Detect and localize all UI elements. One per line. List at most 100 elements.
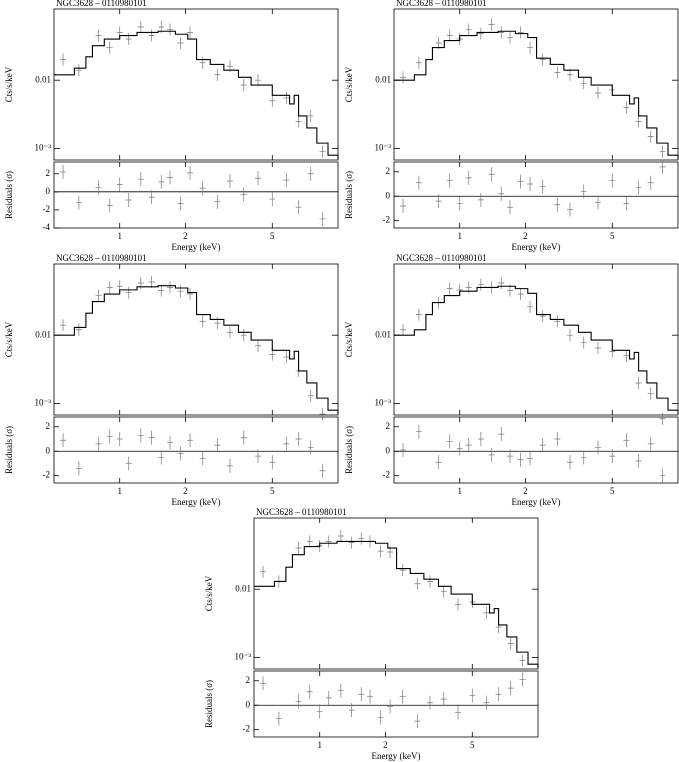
data-point [167, 281, 174, 294]
residual-point [488, 167, 495, 182]
data-point [325, 535, 332, 548]
data-point [260, 565, 267, 578]
residual-point [566, 455, 573, 470]
residual-point [348, 703, 355, 718]
residual-point [148, 430, 155, 445]
data-point [319, 145, 326, 158]
y-tick-label: 0.01 [235, 583, 251, 593]
data-point [400, 323, 407, 336]
data-point [446, 282, 453, 295]
residual-y-tick-label: 2 [46, 421, 51, 431]
y-tick-label: 0.01 [375, 329, 391, 339]
data-point [477, 27, 484, 40]
residual-frame [393, 161, 679, 229]
residual-point [554, 432, 561, 446]
data-point [254, 339, 261, 352]
data-point [283, 91, 290, 104]
residual-y-tick-label: 0 [246, 699, 251, 709]
data-point [440, 585, 447, 598]
residual-point [539, 179, 546, 194]
residual-point [137, 172, 144, 187]
data-point [580, 77, 587, 90]
residual-point [125, 192, 132, 207]
y-tick-label: 0.01 [35, 74, 51, 84]
residual-point [240, 187, 247, 202]
x-tick-label: 2 [183, 486, 188, 496]
data-point [507, 31, 514, 44]
residual-point [426, 695, 433, 710]
residual-point [635, 454, 642, 468]
x-tick-label: 1 [457, 231, 462, 241]
residual-point [609, 173, 616, 188]
residual-frame [53, 161, 339, 229]
data-point [498, 26, 505, 39]
residual-point [177, 196, 184, 211]
residual-point [316, 704, 323, 719]
residual-point [415, 424, 422, 439]
data-point [435, 36, 442, 49]
data-point [319, 408, 326, 421]
residual-point [148, 190, 155, 205]
residual-point [594, 440, 601, 455]
panel-title: NGC3628 – 0110980101 [56, 0, 147, 8]
residual-point [367, 689, 374, 704]
data-point [60, 319, 67, 332]
residual-point [399, 689, 406, 704]
data-point [635, 115, 642, 128]
residual-point [519, 672, 526, 687]
residual-point [306, 684, 313, 699]
residual-axis-label: Residuals (σ) [4, 426, 14, 474]
residual-point [295, 432, 302, 446]
residual-frame [393, 416, 679, 484]
y-tick-label: 10⁻³ [35, 143, 52, 153]
y-tick-label: 10⁻³ [375, 143, 392, 153]
residual-point [260, 676, 267, 691]
x-axis-label: Energy (keV) [511, 242, 560, 252]
residual-point [60, 164, 67, 179]
data-point [148, 275, 155, 288]
x-tick-label: 1 [117, 231, 122, 241]
residual-point [158, 450, 165, 465]
residual-point [507, 200, 514, 215]
data-point [167, 23, 174, 36]
residual-point [483, 695, 490, 710]
residual-point [125, 456, 132, 471]
data-point [269, 94, 276, 107]
data-point [426, 575, 433, 588]
panel-title: NGC3628 – 0110980101 [396, 0, 487, 8]
spectrum-frame [53, 263, 339, 416]
data-point [446, 29, 453, 42]
data-point [498, 277, 505, 290]
model-line [394, 30, 679, 160]
data-point [647, 130, 654, 143]
residual-point [387, 699, 394, 714]
residual-point [477, 192, 484, 207]
y-tick-label: 10⁻³ [235, 652, 252, 662]
residual-point [465, 438, 472, 453]
x-axis-label: Energy (keV) [511, 497, 560, 507]
data-point [623, 101, 630, 114]
data-point [95, 29, 102, 42]
residual-point [377, 710, 384, 725]
data-point [507, 637, 514, 650]
residual-point [477, 432, 484, 446]
residual-point [226, 173, 233, 188]
residual-point [199, 181, 206, 196]
residual-y-tick-label: -2 [383, 215, 391, 225]
data-point [106, 41, 113, 54]
panel-title: NGC3628 – 0110980101 [396, 253, 487, 263]
data-point [465, 23, 472, 36]
residual-y-tick-label: -2 [43, 470, 51, 480]
model-line [54, 30, 339, 160]
data-point [295, 115, 302, 128]
residual-point [319, 211, 326, 226]
x-tick-label: 1 [317, 740, 322, 750]
residual-point [254, 171, 261, 186]
residual-point [177, 446, 184, 461]
x-tick-label: 2 [523, 231, 528, 241]
residual-axis-label: Residuals (σ) [4, 171, 14, 219]
residual-point [214, 438, 221, 453]
residual-point [566, 202, 573, 217]
data-point [659, 412, 666, 425]
residual-point [659, 159, 666, 174]
